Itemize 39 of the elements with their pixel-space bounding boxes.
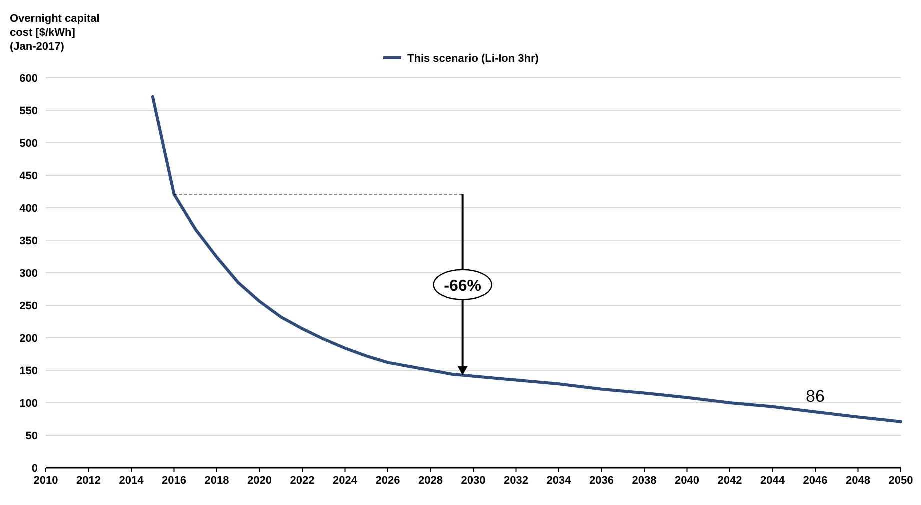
line-series bbox=[151, 95, 902, 424]
x-tick-label: 2028 bbox=[418, 475, 443, 487]
y-tick-label: 200 bbox=[20, 333, 38, 345]
y-tick-label: 150 bbox=[20, 366, 38, 378]
y-axis-title: Overnight capital cost [$/kWh] (Jan-2017) bbox=[10, 13, 100, 53]
x-tick-label: 2046 bbox=[803, 475, 828, 487]
y-tick-label: 350 bbox=[20, 236, 38, 248]
y-tick-label: 550 bbox=[20, 106, 38, 118]
y-tick-label: 300 bbox=[20, 268, 38, 280]
x-tick-label: 2048 bbox=[846, 475, 870, 487]
x-tick-label: 2014 bbox=[119, 475, 145, 487]
x-tick-label: 2044 bbox=[760, 475, 786, 487]
x-tick-label: 2012 bbox=[76, 475, 101, 487]
y-tick-label: 50 bbox=[26, 430, 38, 442]
y-tick-label: 400 bbox=[20, 203, 38, 215]
x-tick-label: 2024 bbox=[333, 475, 358, 487]
annotation: 86 bbox=[806, 387, 825, 406]
x-tick-label: 2042 bbox=[718, 475, 742, 487]
x-tick-label: 2010 bbox=[34, 475, 58, 487]
legend-label: This scenario (Li-Ion 3hr) bbox=[408, 53, 540, 65]
x-tick-label: 2020 bbox=[248, 475, 272, 487]
y-tick-label: 250 bbox=[20, 300, 38, 312]
x-tick-label: 2022 bbox=[290, 475, 315, 487]
x-tick-label: 2018 bbox=[204, 475, 230, 487]
x-tick-label: 2032 bbox=[504, 475, 528, 487]
x-tick-label: 2036 bbox=[590, 475, 614, 487]
x-tick-label: 2026 bbox=[376, 475, 400, 487]
annotation: -66% bbox=[444, 278, 482, 295]
x-tick-label: 2040 bbox=[675, 475, 700, 487]
y-tick-label: 500 bbox=[20, 138, 38, 150]
x-tick-label: 2034 bbox=[546, 475, 572, 487]
x-tick-label: 2038 bbox=[632, 475, 657, 487]
x-tick-label: 2030 bbox=[461, 475, 486, 487]
y-tick-label: 0 bbox=[32, 463, 38, 475]
x-tick-label: 2016 bbox=[162, 475, 186, 487]
x-tick-label: 2050 bbox=[888, 475, 914, 487]
y-tick-label: 450 bbox=[20, 170, 38, 182]
y-tick-label: 100 bbox=[20, 398, 38, 410]
y-tick-label: 600 bbox=[20, 73, 38, 85]
